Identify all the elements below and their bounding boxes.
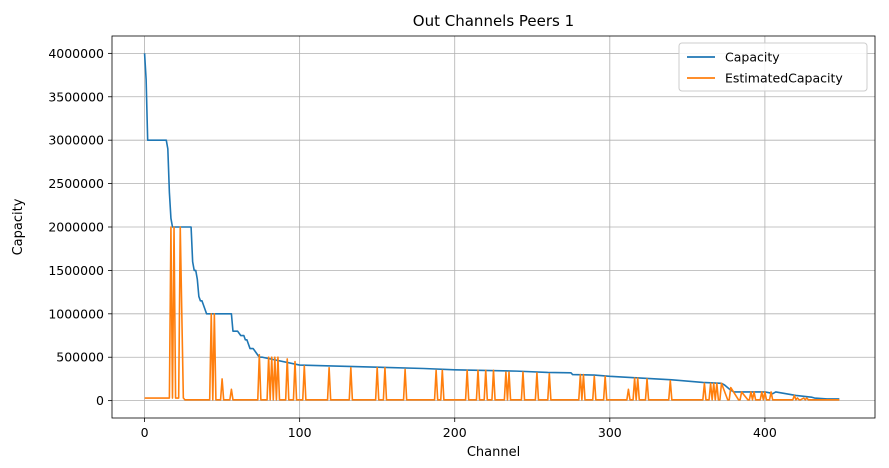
series-line-capacity	[143, 53, 840, 400]
y-tick-label: 3500000	[48, 89, 104, 104]
grid	[112, 36, 875, 418]
legend-label: EstimatedCapacity	[725, 71, 843, 86]
x-axis-ticks: 0 100 200 300 400	[141, 418, 777, 440]
chart-title: Out Channels Peers 1	[413, 12, 574, 30]
y-tick-label: 3000000	[48, 133, 104, 148]
y-tick-label: 2500000	[48, 176, 104, 191]
y-tick-label: 500000	[56, 350, 104, 365]
y-axis-ticks: 0 500000 1000000 1500000 2000000 2500000 30000…	[48, 46, 112, 408]
series-line-estimatedcapacity	[144, 226, 840, 401]
x-tick-label: 400	[753, 425, 777, 440]
y-axis-label: Capacity	[11, 198, 26, 255]
legend-label: Capacity	[725, 50, 780, 65]
y-tick-label: 4000000	[48, 46, 104, 61]
series-lines	[143, 53, 840, 401]
y-tick-label: 1000000	[48, 306, 104, 321]
legend: Capacity EstimatedCapacity	[678, 42, 868, 92]
x-tick-label: 0	[141, 425, 149, 440]
y-tick-label: 1500000	[48, 263, 104, 278]
x-axis-label: Channel	[467, 445, 520, 460]
y-tick-label: 0	[96, 393, 104, 408]
x-tick-label: 100	[288, 425, 312, 440]
x-tick-label: 200	[443, 425, 467, 440]
y-tick-label: 2000000	[48, 220, 104, 235]
legend-box	[678, 42, 868, 92]
x-tick-label: 300	[598, 425, 622, 440]
